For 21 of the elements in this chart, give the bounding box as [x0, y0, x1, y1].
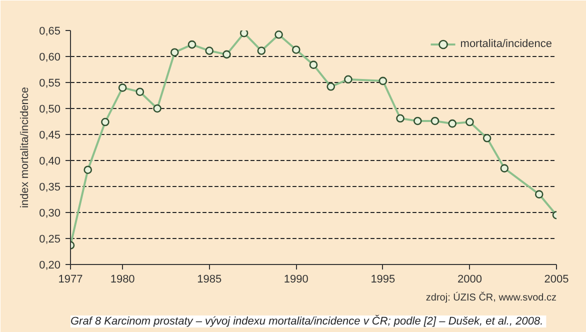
y-tick-label: 0,45 [39, 130, 61, 142]
x-tick-label: 1995 [370, 274, 396, 286]
x-tick-label: 2005 [544, 274, 569, 286]
y-tick-label: 0,55 [39, 78, 61, 90]
x-tick-label: 1977 [58, 274, 83, 286]
y-tick-label: 0,35 [39, 182, 61, 194]
text: zdroj: ÚZIS ČR, www.svod.cz [426, 292, 557, 304]
legend-label: mortalita/incidence [460, 38, 552, 50]
y-tick-label: 0,60 [39, 52, 61, 64]
y-tick-label: 0,40 [39, 156, 61, 168]
x-tick-label: 1980 [110, 274, 135, 286]
x-tick-label: 1990 [284, 274, 308, 286]
y-tick-label: 0,65 [39, 26, 61, 38]
y-tick-label: 0,50 [39, 104, 61, 116]
text: Graf 8 Karcinom prostaty – vývoj indexu mortalita/incidence v ČR; podle [2] – Dušek, et al., 2008. [70, 314, 544, 328]
y-tick-label: 0,25 [39, 234, 61, 246]
y-axis-title: index mortalita/incidence [19, 86, 32, 208]
y-tick-label: 0,30 [39, 208, 61, 220]
y-tick-label: 0,20 [39, 260, 61, 272]
x-tick-label: 1985 [197, 274, 222, 286]
x-tick-label: 2000 [457, 274, 482, 286]
